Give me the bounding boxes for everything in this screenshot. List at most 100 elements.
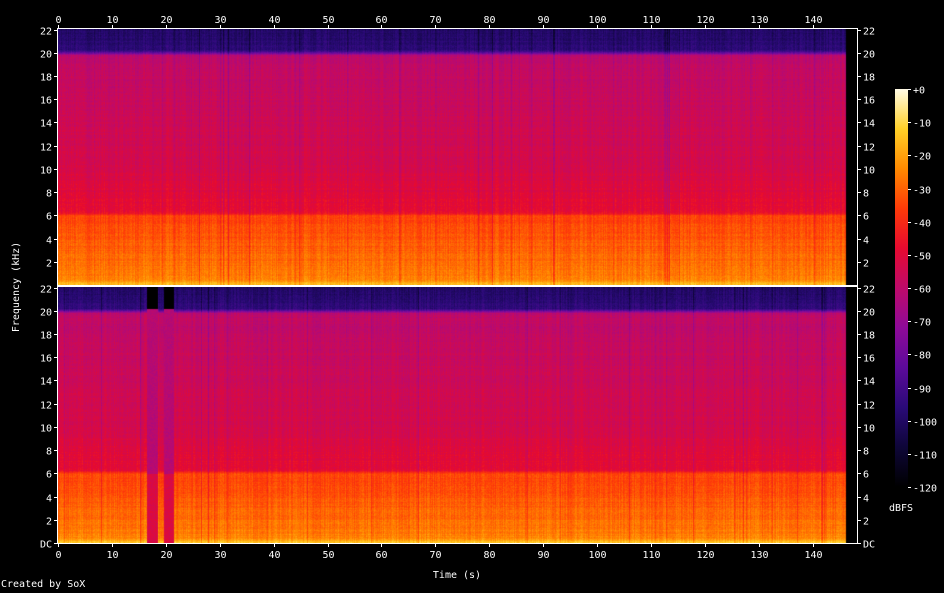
y-tick-label-left: 22 [40, 27, 52, 38]
x-tick-label-top: 60 [375, 15, 387, 26]
x-tick-label-top: 120 [696, 15, 714, 26]
x-tick-label-bottom: 130 [750, 550, 768, 561]
credit-text: Created by SoX [1, 579, 86, 590]
y-tick-label-left: 10 [40, 424, 52, 435]
y-tick-label-left: 20 [40, 308, 52, 319]
y-tick-label-right: 10 [863, 166, 875, 177]
channel-2-spectrogram [58, 287, 857, 543]
x-tick-label-top: 80 [483, 15, 495, 26]
y-tick-label-left: 12 [40, 401, 52, 412]
colorbar-tick-label: -30 [913, 186, 931, 197]
colorbar-label: dBFS [889, 503, 913, 514]
x-tick-label-bottom: 140 [804, 550, 822, 561]
x-tick-label-top: 10 [106, 15, 118, 26]
y-tick-label-left: 4 [46, 494, 52, 505]
colorbar-tick-label: -60 [913, 285, 931, 296]
y-axis-label: Frequency (kHz) [11, 242, 22, 332]
y-tick-label-right: 8 [863, 189, 869, 200]
x-tick-label-bottom: 0 [55, 550, 61, 561]
y-tick-label-left: 14 [40, 119, 52, 130]
y-tick-label-left: 16 [40, 96, 52, 107]
colorbar-tick-label: -90 [913, 385, 931, 396]
y-tick-label-left: 2 [46, 259, 52, 270]
y-tick-label-right: 8 [863, 447, 869, 458]
y-tick-label-right: 14 [863, 119, 875, 130]
x-tick-label-top: 70 [429, 15, 441, 26]
y-tick-label-right: 10 [863, 424, 875, 435]
y-tick-label-right: 18 [863, 331, 875, 342]
y-tick-label-left: 14 [40, 377, 52, 388]
x-tick-label-top: 40 [268, 15, 280, 26]
y-tick-label-right: 20 [863, 50, 875, 61]
colorbar-tick-label: -70 [913, 318, 931, 329]
colorbar: +0 -10 -20 -30 -40 -50 -60 -70 -80 -90 -100 -110 -12… [889, 86, 937, 515]
y-tick-label-right: 2 [863, 517, 869, 528]
y-tick-label-right: 22 [863, 285, 875, 296]
y-tick-label-left: 4 [46, 236, 52, 247]
colorbar-tick-label: -10 [913, 119, 931, 130]
x-tick-label-top: 0 [55, 15, 61, 26]
y-tick-label-left: 2 [46, 517, 52, 528]
y-tick-label-right: 12 [863, 401, 875, 412]
y-tick-label-left: 6 [46, 470, 52, 481]
colorbar-tick-label: -40 [913, 219, 931, 230]
x-tick-label-top: 110 [642, 15, 660, 26]
y-tick-label-left: 16 [40, 354, 52, 365]
x-tick-label-top: 140 [804, 15, 822, 26]
colorbar-tick-label: -120 [913, 484, 937, 495]
y-tick-label-right: 6 [863, 212, 869, 223]
x-tick-label-bottom: 30 [214, 550, 226, 561]
y-tick-label-left: 18 [40, 331, 52, 342]
y-tick-label-right: 14 [863, 377, 875, 388]
x-tick-label-bottom: 50 [322, 550, 334, 561]
colorbar-tick-label: -20 [913, 152, 931, 163]
x-tick-label-top: 50 [322, 15, 334, 26]
colorbar-gradient [895, 89, 908, 487]
y-tick-label-right: 22 [863, 27, 875, 38]
y-tick-label-right: DC [863, 540, 875, 551]
y-tick-label-left: 8 [46, 189, 52, 200]
colorbar-ticks: +0 -10 -20 -30 -40 -50 -60 -70 -80 -90 -100 -110 -12… [908, 86, 937, 495]
x-tick-label-bottom: 20 [160, 550, 172, 561]
y-tick-label-right: 4 [863, 494, 869, 505]
channel-1-frame [57, 28, 858, 286]
x-tick-label-top: 90 [537, 15, 549, 26]
colorbar-tick-label: +0 [913, 86, 925, 97]
colorbar-tick-label: -110 [913, 451, 937, 462]
x-tick-label-top: 100 [588, 15, 606, 26]
colorbar-tick-label: -80 [913, 351, 931, 362]
y-tick-label-right: 4 [863, 236, 869, 247]
x-tick-label-top: 30 [214, 15, 226, 26]
y-tick-label-right: 18 [863, 73, 875, 84]
x-axis-label: Time (s) [433, 570, 481, 581]
y-tick-label-left: 8 [46, 447, 52, 458]
channel-2-frame [57, 286, 858, 544]
x-axis-bottom: 0 10 20 30 40 50 60 70 80 90 100 110 120 130 140 [55, 544, 823, 561]
x-tick-label-bottom: 70 [429, 550, 441, 561]
y-tick-label-left: 6 [46, 212, 52, 223]
colorbar-tick-label: -50 [913, 252, 931, 263]
x-tick-label-top: 130 [750, 15, 768, 26]
y-tick-label-right: 12 [863, 143, 875, 154]
y-tick-label-left: DC [40, 540, 52, 551]
y-tick-label-right: 20 [863, 308, 875, 319]
x-tick-label-bottom: 60 [375, 550, 387, 561]
panel-frames [57, 28, 858, 544]
x-tick-label-bottom: 10 [106, 550, 118, 561]
x-tick-label-bottom: 120 [696, 550, 714, 561]
y-tick-label-right: 16 [863, 354, 875, 365]
y-tick-label-left: 20 [40, 50, 52, 61]
x-tick-label-bottom: 100 [588, 550, 606, 561]
y-tick-label-left: 10 [40, 166, 52, 177]
x-axis-top: 0 10 20 30 40 50 60 70 80 90 100 110 120 130 140 [55, 15, 823, 28]
x-tick-label-bottom: 40 [268, 550, 280, 561]
y-tick-label-left: 22 [40, 285, 52, 296]
y-tick-label-left: 12 [40, 143, 52, 154]
x-tick-label-bottom: 110 [642, 550, 660, 561]
y-tick-label-left: 18 [40, 73, 52, 84]
y-tick-label-right: 6 [863, 470, 869, 481]
x-tick-label-bottom: 90 [537, 550, 549, 561]
colorbar-tick-label: -100 [913, 418, 937, 429]
y-tick-label-right: 2 [863, 259, 869, 270]
